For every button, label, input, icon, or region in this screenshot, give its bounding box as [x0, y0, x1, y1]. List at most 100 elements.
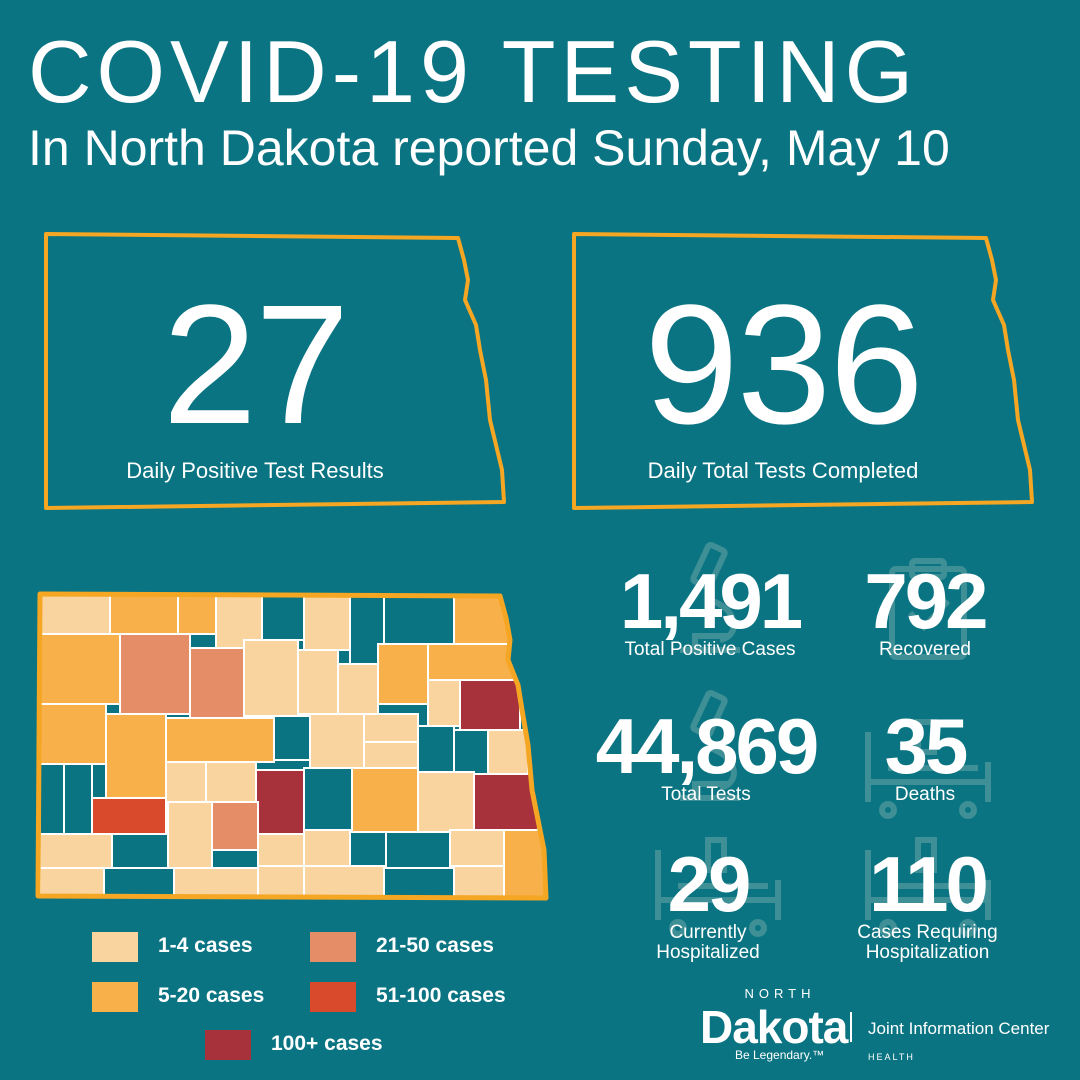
daily-total-label: Daily Total Tests Completed: [647, 458, 919, 483]
stat-total-positive: 1,491 Total Positive Cases: [600, 562, 820, 660]
legend-label: 5-20 cases: [158, 984, 265, 1007]
county: [303, 865, 385, 898]
legend-swatch: [310, 982, 356, 1012]
county: [487, 729, 529, 775]
county: [39, 633, 121, 705]
deaths-value: 35: [884, 702, 969, 790]
daily-positive-label: Daily Positive Test Results: [126, 458, 384, 483]
recovered-value: 792: [864, 557, 988, 645]
county: [119, 633, 191, 715]
hospital-bed-icon: [655, 837, 781, 937]
county: [297, 649, 339, 715]
cases-hospitalization-label-1: Cases Requiring: [857, 922, 998, 943]
logo-north: NORTH: [744, 986, 816, 1001]
county: [473, 773, 539, 831]
total-tests-label: Total Tests: [661, 784, 751, 805]
microscope-icon: [680, 542, 740, 653]
county: [177, 594, 217, 635]
logo-tagline: Be Legendary.™: [735, 1048, 825, 1062]
county: [173, 867, 259, 898]
county: [205, 761, 257, 803]
cases-hospitalization-label-2: Hospitalization: [865, 942, 990, 963]
total-positive-label: Total Positive Cases: [624, 639, 796, 660]
county: [363, 741, 419, 769]
legend-swatch: [205, 1030, 251, 1060]
county: [111, 833, 169, 869]
county: [427, 643, 519, 681]
stat-currently-hospitalized: 29 Currently Hospitalized: [628, 845, 788, 963]
stat-cases-hospitalization: 110 Cases Requiring Hospitalization: [840, 845, 1015, 963]
county: [417, 771, 475, 833]
total-tests-value: 44,869: [595, 702, 820, 790]
total-positive-value: 1,491: [619, 557, 803, 645]
county: [189, 647, 245, 719]
county: [459, 679, 521, 731]
stat-total-tests: 44,869 Total Tests: [566, 707, 846, 805]
county: [261, 594, 305, 641]
county: [103, 867, 175, 898]
daily-positive-value: 27: [162, 270, 349, 460]
county: [303, 594, 351, 651]
county: [363, 713, 419, 743]
legend-swatch: [92, 932, 138, 962]
currently-hospitalized-label-2: Hospitalized: [656, 942, 760, 963]
county: [63, 763, 93, 835]
legend-label: 51-100 cases: [376, 984, 506, 1007]
county: [427, 679, 461, 727]
legend-swatch: [310, 932, 356, 962]
county: [39, 867, 105, 898]
county: [351, 767, 419, 833]
hospital-bed-icon: [865, 719, 991, 819]
clipboard-check-icon: [889, 558, 967, 660]
hospital-bed-icon: [865, 837, 991, 937]
legend-swatch: [92, 982, 138, 1012]
county: [165, 761, 207, 803]
legend-label: 21-50 cases: [376, 934, 494, 957]
county: [273, 715, 311, 761]
county: [417, 725, 455, 773]
currently-hospitalized-value: 29: [667, 840, 752, 928]
county: [105, 713, 167, 799]
county: [453, 865, 505, 898]
logo-health: HEALTH: [868, 1052, 915, 1062]
state-outline-icon: [572, 232, 1034, 510]
county: [449, 829, 505, 867]
county: [91, 797, 167, 835]
county: [39, 763, 65, 835]
county: [303, 829, 351, 867]
county: [165, 717, 275, 763]
county: [167, 801, 213, 869]
stat-deaths: 35 Deaths: [850, 707, 1000, 805]
legend-label: 1-4 cases: [158, 934, 253, 957]
county: [377, 643, 429, 705]
currently-hospitalized-label-1: Currently: [669, 922, 747, 943]
county: [303, 767, 353, 831]
county: [383, 594, 455, 645]
county: [255, 769, 305, 835]
logo-jic: Joint Information Center: [868, 1019, 1050, 1038]
county: [453, 729, 489, 775]
daily-total-value: 936: [644, 270, 924, 460]
logo-dakota: Dakota: [700, 1001, 848, 1053]
county: [243, 639, 299, 717]
county: [257, 865, 305, 898]
page-title: COVID-19 TESTING: [28, 22, 919, 121]
state-border: [35, 591, 549, 901]
county: [385, 831, 451, 869]
county: [309, 713, 365, 769]
county: [39, 594, 111, 635]
page-subtitle: In North Dakota reported Sunday, May 10: [28, 120, 950, 176]
county: [211, 801, 259, 851]
county: [39, 703, 107, 765]
county-map: [35, 591, 549, 901]
stat-recovered: 792 Recovered: [840, 562, 1010, 660]
county: [349, 831, 387, 869]
legend-label: 100+ cases: [271, 1032, 383, 1055]
daily-positive-card: 27 Daily Positive Test Results: [40, 230, 540, 520]
county: [39, 833, 113, 869]
cases-hospitalization-value: 110: [869, 840, 989, 928]
county: [383, 867, 455, 898]
county: [337, 663, 379, 715]
state-outline-icon: [44, 232, 506, 510]
daily-total-card: 936 Daily Total Tests Completed: [568, 230, 1068, 520]
